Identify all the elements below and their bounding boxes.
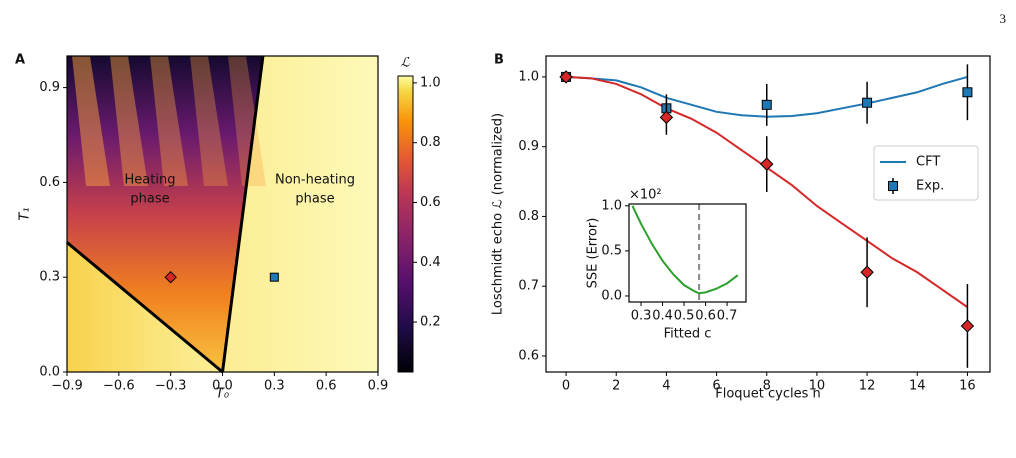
y-axis-label: T₁ <box>18 207 33 220</box>
heating-fringe <box>190 56 228 186</box>
x-tick-label: 0.6 <box>695 309 716 324</box>
axis-multiplier: ×10² <box>629 188 662 203</box>
legend-box <box>873 145 979 201</box>
annotation: Non-heating <box>275 173 355 188</box>
legend-label: Exp. <box>916 179 944 194</box>
x-tick-label: 0.5 <box>674 309 695 324</box>
y-tick-label: 1.0 <box>601 198 622 213</box>
x-tick-label: 2 <box>612 379 620 394</box>
y-tick-label: 0.8 <box>518 209 539 224</box>
y-axis-label: SSE (Error) <box>586 218 601 289</box>
y-axis-label: Loschmidt echo ℒ (normalized) <box>491 113 506 315</box>
x-tick-label: 0.0 <box>212 379 233 394</box>
marker <box>862 97 873 108</box>
panel-label: A <box>15 53 25 68</box>
marker <box>761 99 772 110</box>
heating-fringe <box>228 56 266 186</box>
x-axis-label: Floquet cycles n <box>715 387 821 402</box>
x-tick-label: 14 <box>909 379 926 394</box>
annotation: phase <box>130 192 169 207</box>
phase-boundary <box>221 55 265 373</box>
page-number: 3 <box>1000 11 1007 26</box>
y-tick-label: 0.0 <box>601 288 622 303</box>
y-tick-label: 0.9 <box>39 80 60 95</box>
x-axis-label: T₀ <box>216 387 230 402</box>
axes-frame <box>545 55 991 373</box>
x-tick-label: 16 <box>959 379 976 394</box>
marker <box>760 157 774 171</box>
x-axis-label: Fitted c <box>664 327 712 342</box>
y-tick-label: 0.6 <box>518 348 539 363</box>
heatmap-background <box>67 56 378 372</box>
y-tick-label: 0.7 <box>518 279 539 294</box>
x-tick-label: 6 <box>712 379 720 394</box>
colorbar-tick-label: 0.2 <box>420 315 441 330</box>
x-tick-label: 0.3 <box>264 379 285 394</box>
colorbar-label: ℒ <box>400 56 410 71</box>
marker <box>659 110 674 125</box>
marker <box>960 319 975 333</box>
x-tick-label: 0 <box>562 379 570 394</box>
heating-fringe <box>150 56 188 186</box>
colorbar-tick-label: 0.4 <box>420 255 441 270</box>
annotation: Heating <box>125 173 176 188</box>
panel-label: B <box>494 53 504 68</box>
inset-background <box>579 186 754 342</box>
marker <box>164 270 177 284</box>
x-tick-label: −0.3 <box>155 379 187 394</box>
x-tick-label: 0.9 <box>368 379 389 394</box>
x-tick-label: 10 <box>809 379 826 394</box>
x-tick-label: −0.9 <box>51 379 83 394</box>
axes-frame <box>66 55 379 373</box>
heating-region <box>67 56 263 372</box>
x-tick-label: 0.6 <box>316 379 337 394</box>
marker <box>269 272 279 282</box>
x-tick-label: −0.6 <box>103 379 135 394</box>
phase-boundary <box>66 241 224 374</box>
marker <box>860 265 874 279</box>
annotation: phase <box>295 192 334 207</box>
x-tick-label: 0.3 <box>631 309 652 324</box>
y-tick-label: 1.0 <box>518 69 539 84</box>
y-tick-label: 0.5 <box>601 243 622 258</box>
y-tick-label: 0.0 <box>39 365 60 380</box>
colorbar-tick-label: 1.0 <box>420 75 441 90</box>
x-tick-label: 12 <box>859 379 876 394</box>
y-tick-label: 0.6 <box>39 175 60 190</box>
axes-frame <box>628 203 747 303</box>
legend-swatch <box>888 181 898 191</box>
line <box>631 205 739 295</box>
x-tick-label: 0.7 <box>717 309 738 324</box>
x-tick-label: 8 <box>763 379 771 394</box>
y-tick-label: 0.9 <box>518 139 539 154</box>
colorbar <box>397 75 414 373</box>
colorbar-tick-label: 0.6 <box>420 195 441 210</box>
marker <box>559 70 573 84</box>
heating-fringe <box>110 56 148 186</box>
heating-fringe <box>72 56 110 186</box>
x-tick-label: 4 <box>662 379 670 394</box>
colorbar-tick-label: 0.8 <box>420 135 441 150</box>
marker <box>962 87 973 98</box>
x-tick-label: 0.4 <box>652 309 673 324</box>
y-tick-label: 0.3 <box>39 270 60 285</box>
legend-label: CFT <box>916 155 940 170</box>
